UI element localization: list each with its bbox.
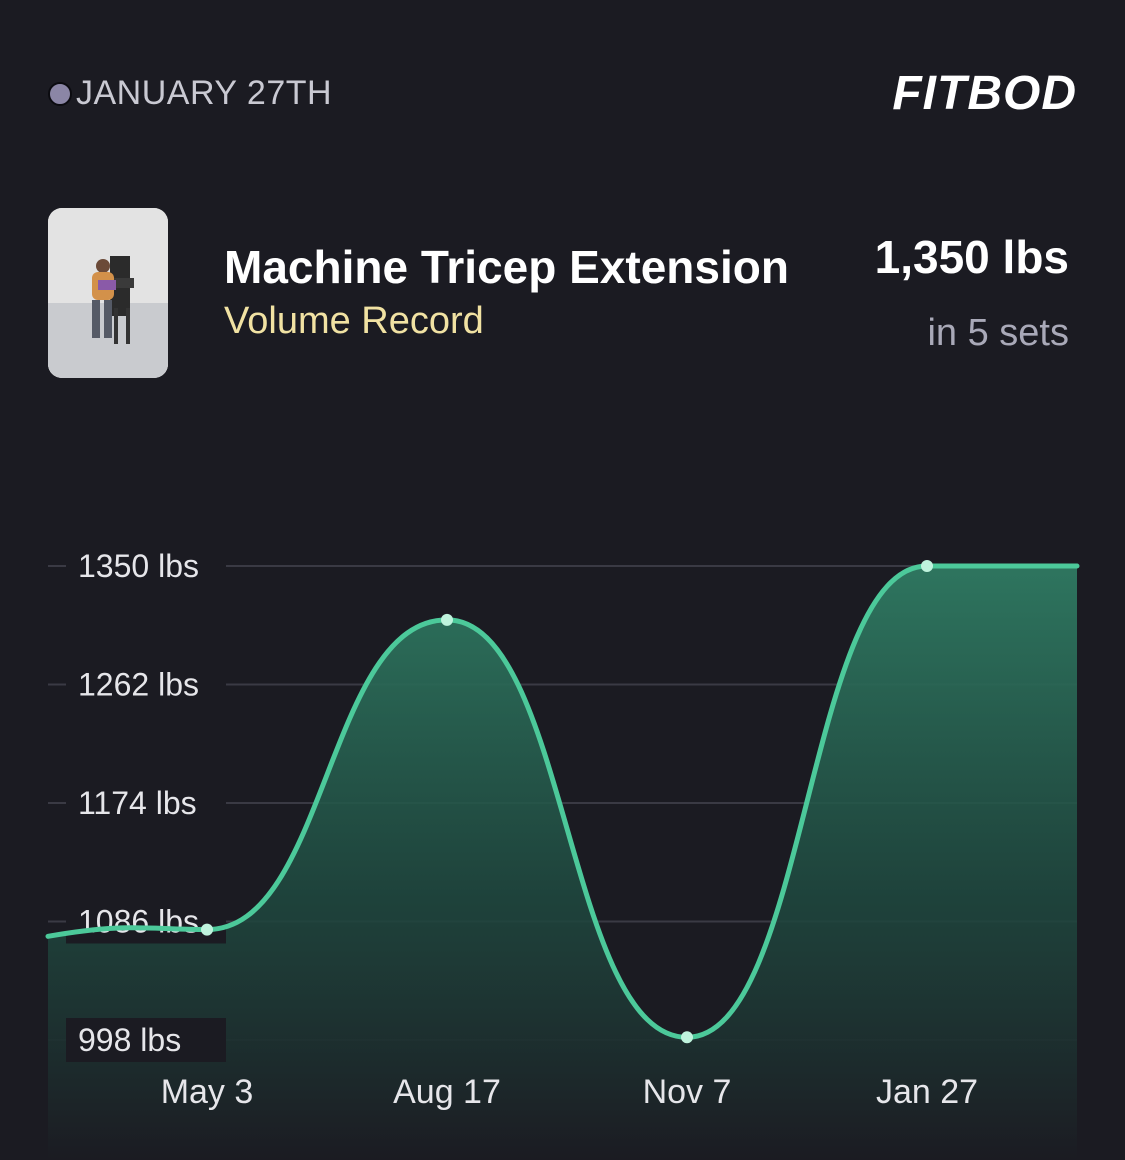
y-tick-label: 1262 lbs: [78, 667, 199, 703]
exercise-thumbnail: [48, 208, 168, 378]
x-tick-label: Nov 7: [643, 1073, 732, 1111]
y-axis-labels: 1350 lbs 1262 lbs 1174 lbs 1086 lbs 998 lbs: [66, 544, 226, 1062]
x-tick-label: Aug 17: [393, 1073, 501, 1111]
header: JANUARY 27TH FITBOD: [0, 0, 1125, 190]
exercise-image-icon: [48, 208, 168, 378]
y-tick-label-bg: [66, 899, 226, 944]
area-fill-path: [48, 566, 1077, 1160]
series-line-path: [45, 563, 1080, 1040]
exercise-title: Machine Tricep Extension: [224, 241, 789, 293]
data-point: [681, 1031, 693, 1044]
date-dot-icon: [48, 81, 72, 106]
y-tick-label: 1086 lbs: [78, 904, 199, 940]
y-tick-label: 998 lbs: [78, 1022, 181, 1058]
date-row: JANUARY 27TH: [48, 74, 332, 113]
data-point: [921, 560, 933, 572]
y-tick-label: 1174 lbs: [78, 785, 197, 821]
y-tick-label: 1350 lbs: [78, 548, 199, 584]
y-tick-label-bg: [66, 544, 226, 588]
x-axis-labels: May 3 Aug 17 Nov 7 Jan 27: [161, 1073, 978, 1111]
y-tick-label-bg: [66, 1018, 226, 1062]
y-tick-label-bg: [66, 781, 226, 825]
record-value: 1,350 lbs: [874, 231, 1069, 283]
area-fill: [48, 566, 1077, 1160]
record-type-label: Volume Record: [224, 300, 484, 342]
y-tick-label-bg: [66, 662, 226, 707]
date-label: JANUARY 27TH: [76, 74, 333, 112]
brand-logo: FITBOD: [892, 67, 1077, 120]
x-tick-label: May 3: [161, 1073, 254, 1111]
x-tick-label: Jan 27: [876, 1073, 978, 1111]
data-points: [201, 560, 933, 1044]
record-sets: in 5 sets: [927, 312, 1069, 354]
data-point: [441, 613, 453, 626]
data-point: [201, 923, 213, 936]
series-line: [45, 563, 1080, 1040]
